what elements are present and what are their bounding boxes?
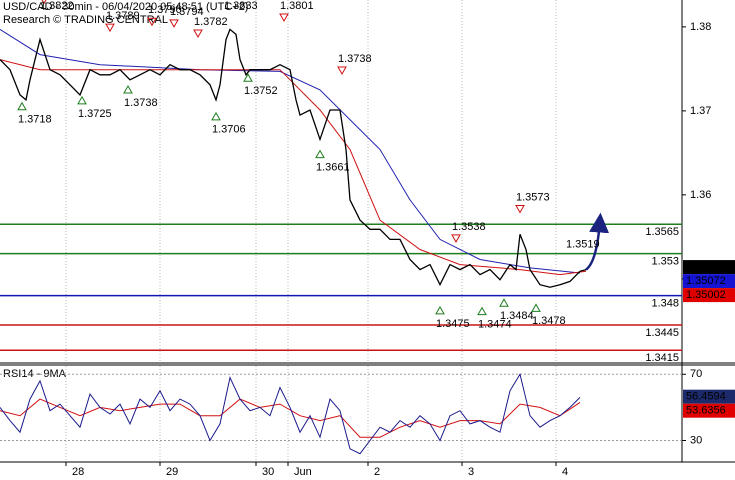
y-tick-label: 30 [690,434,702,446]
low-label: 1.3725 [78,108,112,120]
x-tick-label: 29 [166,466,178,478]
price-tag [683,288,735,303]
forecast-arrow [585,212,610,271]
x-tick-label: 4 [562,466,568,478]
y-tick-label: 1.37 [690,105,711,117]
high-label: 1.3822 [40,0,74,12]
price-tag-label: 56.4594 [686,391,726,403]
x-tick-label: 2 [374,466,380,478]
low-label: 1.3478 [532,315,566,327]
y-tick-label: 1.36 [690,189,711,201]
high-marker [147,17,157,27]
high-marker [337,66,347,75]
level-label: 1.3415 [645,352,679,364]
chart-title: USD/CAD - 30min - 06/04/2020 05:48:51 (U… [3,1,248,13]
series-line [0,59,587,276]
series-line [0,28,581,274]
high-marker [279,13,289,23]
low-label: 1.3484 [500,310,534,322]
low-label: 1.3661 [316,162,350,174]
high-label: 1.3796 [148,4,182,16]
level-label: 1.3565 [645,226,679,238]
price-tag-label: 1.3514 [686,261,720,273]
level-label: 1.348 [651,298,679,310]
high-marker [193,29,203,39]
x-tick-label: 28 [72,466,84,478]
price-tag [683,403,735,418]
series-line [0,28,587,288]
series-line [0,373,581,455]
low-marker [17,101,27,111]
high-label: 1.3573 [516,191,550,203]
high-marker [105,23,115,33]
price-tag [683,274,735,289]
low-label: 1.3752 [244,85,278,97]
low-marker [77,95,87,105]
high-label: 1.3538 [452,221,486,233]
price-tag-label: 1.35002 [686,289,726,301]
high-label: 1.3782 [194,16,228,28]
low-label: 1.3738 [124,97,158,109]
low-label: 1.3706 [212,124,246,136]
high-marker [451,234,461,243]
price-tag-label: 1.35072 [686,275,726,287]
level-label: 1.353 [651,256,679,268]
high-label: 1.3738 [338,53,372,65]
high-marker [515,205,525,214]
low-marker [477,306,487,316]
low-marker [315,149,325,159]
chart-subtitle: Research © TRADING CENTRAL [3,14,168,26]
x-tick-label: 3 [468,466,474,478]
low-marker [531,303,541,312]
low-label: 1.3474 [478,319,512,331]
high-label: 1.3789 [106,10,140,22]
price-tag-label: 53.6356 [686,405,726,417]
low-label: 1.3475 [436,318,470,330]
level-label: 1.3445 [645,327,679,339]
forecast-label: 1.3519 [566,239,600,251]
price-tag [683,389,735,404]
high-label: 1.3833 [224,0,258,12]
high-marker [169,19,179,28]
low-marker [123,84,133,94]
series-line [0,398,581,438]
low-label: 1.3718 [18,114,52,126]
low-marker [243,73,253,82]
high-label: 1.3801 [280,0,314,12]
low-marker [211,111,221,121]
low-marker [499,298,509,307]
low-marker [435,305,445,315]
high-label: 1.3794 [170,6,204,18]
y-tick-label: 1.38 [690,21,711,33]
x-tick-label: Jun [294,466,312,478]
rsi-title: RSI14 - 9MA [3,368,67,380]
x-tick-label: 30 [262,466,274,478]
price-tag [683,260,735,275]
y-tick-label: 70 [690,368,702,380]
